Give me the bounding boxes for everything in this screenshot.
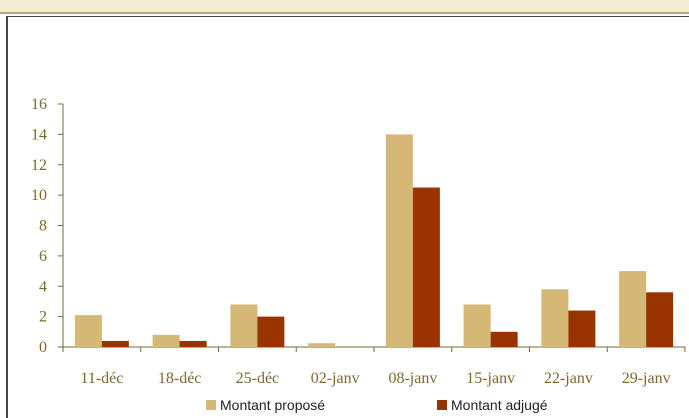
bar-propose-2: [230, 304, 258, 347]
x-tick-label: 02-janv: [311, 370, 360, 387]
y-tick-label: 12: [31, 157, 47, 174]
y-tick-label: 8: [39, 218, 47, 235]
legend-label: Montant proposé: [220, 397, 325, 413]
legend-swatch: [437, 400, 447, 410]
x-tick-label: 08-janv: [388, 370, 437, 387]
chart-bars: [74, 134, 674, 347]
x-tick-label: 22-janv: [544, 370, 593, 387]
y-tick-label: 2: [39, 309, 47, 326]
y-tick-label: 14: [31, 126, 47, 143]
bar-adjuge-0: [101, 340, 129, 347]
chart-legend: Montant proposé Montant adjugé: [206, 397, 548, 413]
bar-propose-7: [619, 271, 647, 347]
bar-propose-1: [152, 334, 180, 347]
bar-adjuge-1: [179, 340, 207, 347]
legend-label: Montant adjugé: [451, 397, 548, 413]
bar-adjuge-2: [257, 316, 285, 347]
bar-propose-4: [385, 134, 413, 347]
x-tick-label: 11-déc: [80, 370, 123, 387]
bar-adjuge-4: [412, 187, 440, 347]
x-tick-label: 25-déc: [236, 370, 280, 387]
bar-adjuge-5: [490, 331, 518, 347]
y-tick-label: 6: [39, 248, 47, 265]
x-tick-label: 29-janv: [622, 370, 671, 387]
bar-adjuge-7: [646, 292, 674, 347]
y-axis-ticks: 0 2 4 6 8 10 12 14 16: [31, 96, 63, 356]
y-tick-label: 4: [39, 278, 47, 295]
y-tick-label: 10: [31, 187, 47, 204]
bar-propose-0: [74, 315, 102, 347]
x-tick-label: 18-déc: [158, 370, 202, 387]
window-top-band: [0, 0, 689, 14]
legend-swatch: [206, 400, 216, 410]
bar-propose-6: [541, 289, 569, 347]
chart-frame: [6, 16, 689, 418]
x-tick-label: 15-janv: [466, 370, 515, 387]
bar-propose-5: [463, 304, 491, 347]
y-tick-label: 16: [31, 96, 47, 113]
bar-propose-3: [308, 343, 336, 347]
y-tick-label: 0: [39, 339, 47, 356]
bar-adjuge-6: [568, 310, 596, 347]
x-axis-ticks: 11-déc 18-déc 25-déc 02-janv 08-janv 15-janv 2…: [62, 347, 686, 387]
